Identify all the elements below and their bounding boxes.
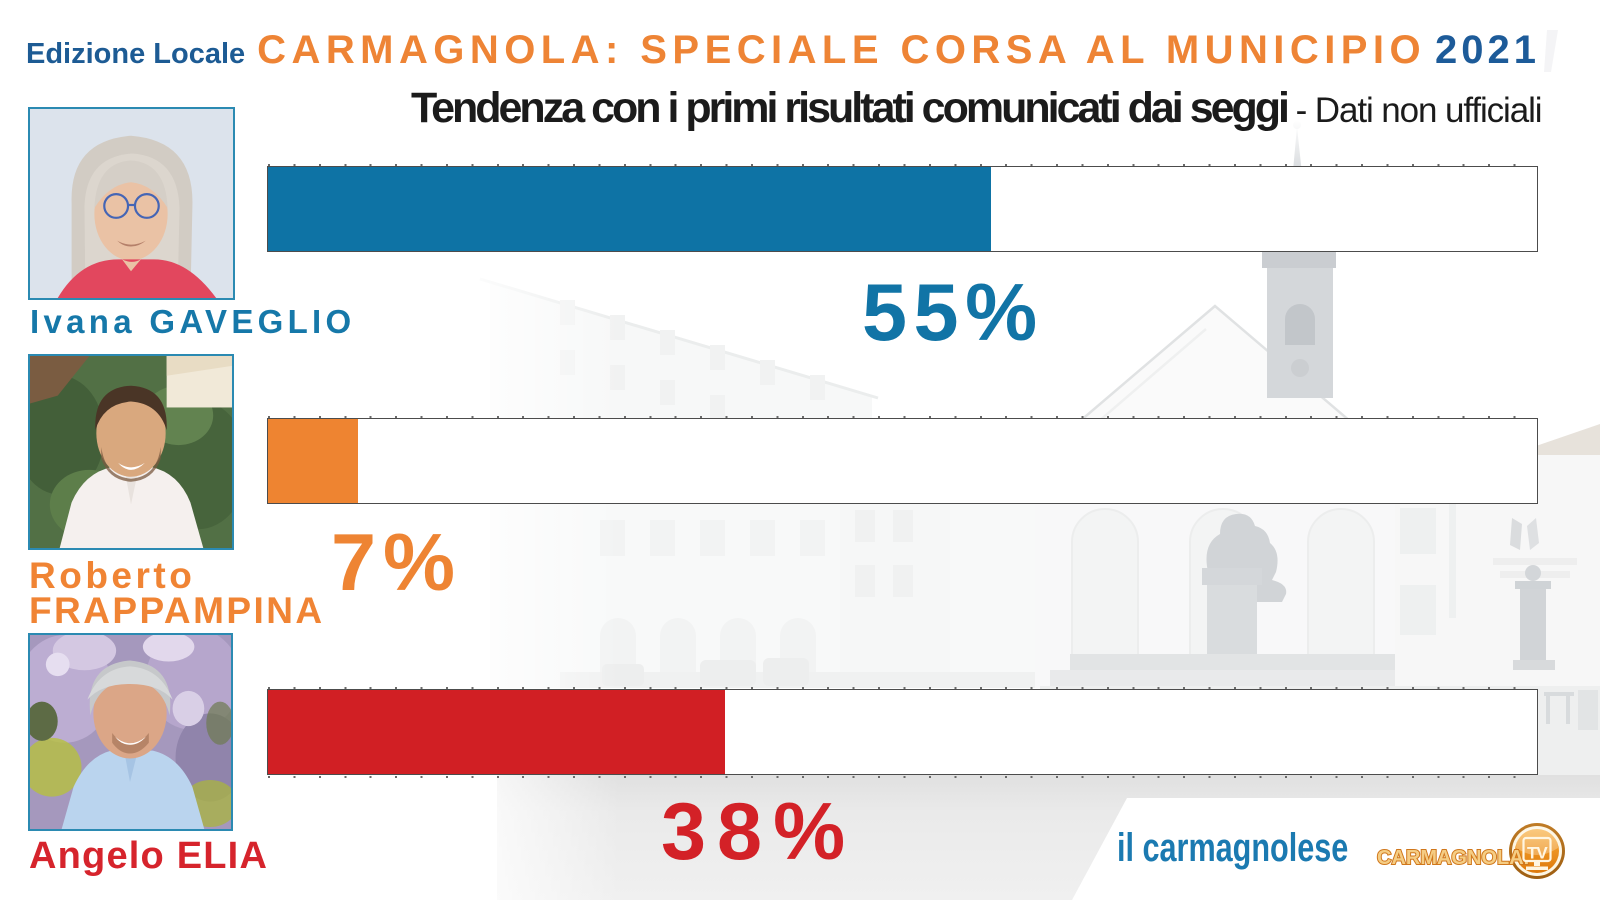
svg-text:CARMAGNOLA.: CARMAGNOLA. xyxy=(1377,847,1529,869)
svg-text:TV: TV xyxy=(1527,844,1548,863)
